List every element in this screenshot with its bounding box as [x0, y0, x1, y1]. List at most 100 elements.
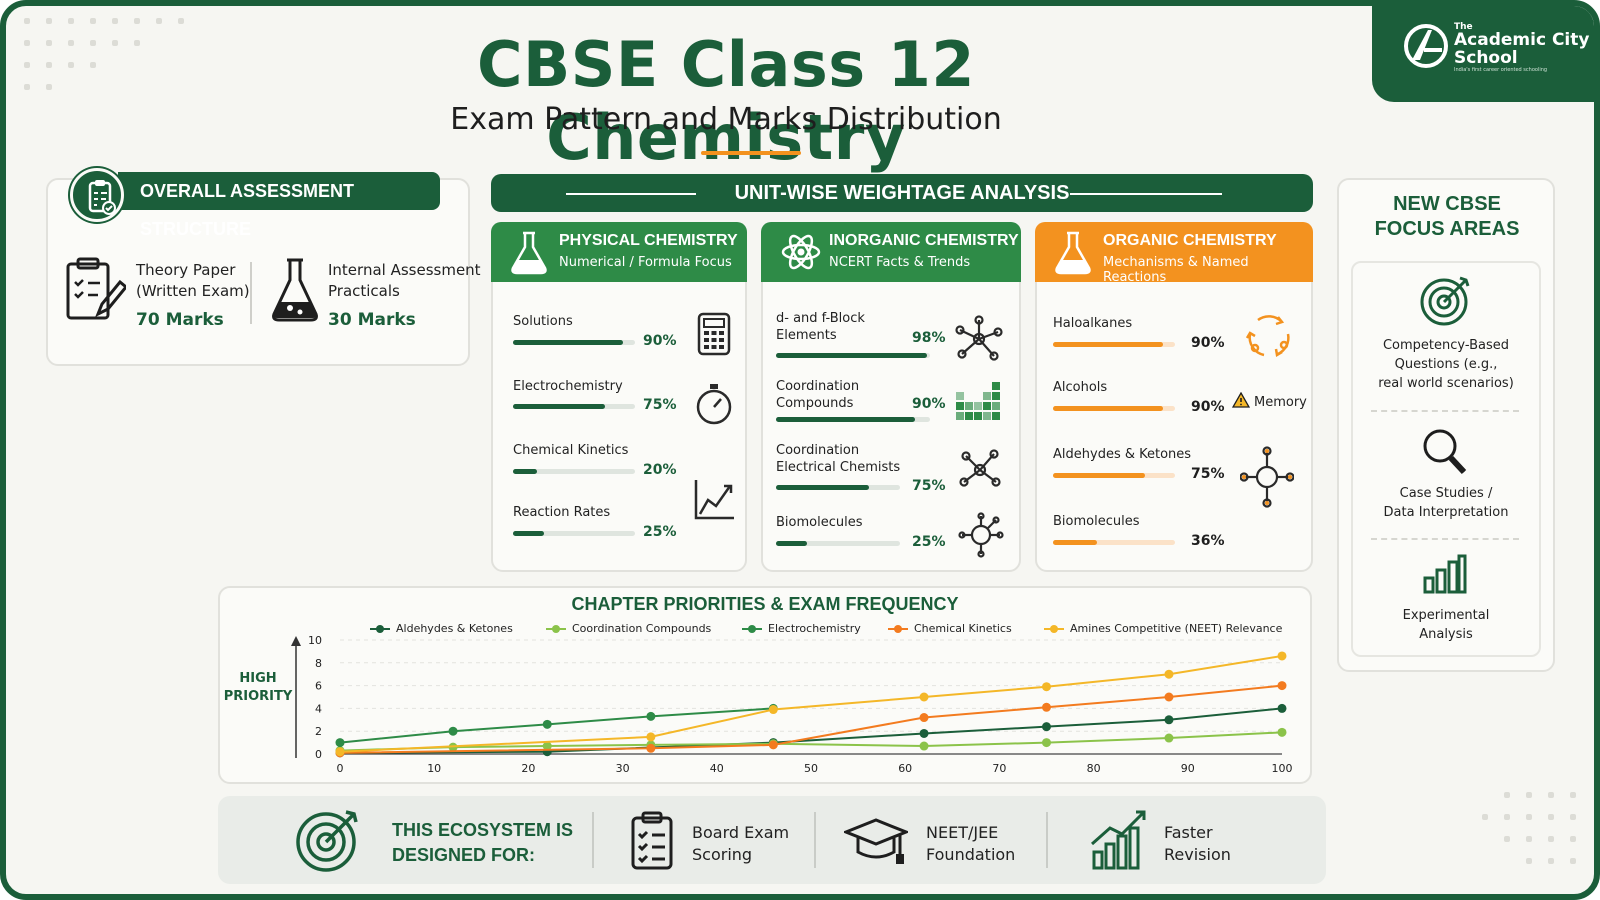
theory-paper-line2: (Written Exam) [136, 282, 250, 300]
weightage-percent: 90% [643, 333, 677, 349]
focus-experimental-label: Experimental Analysis [1351, 606, 1541, 644]
weightage-bar [1053, 473, 1175, 478]
unit-row-name: Coordination Electrical Chemists [776, 442, 900, 476]
weightage-bar [776, 485, 900, 490]
stopwatch-icon [696, 384, 732, 425]
weightage-bar-fill [1053, 473, 1145, 478]
theory-paper-label: Theory Paper (Written Exam) [136, 260, 250, 302]
page-subtitle: Exam Pattern and Marks Distribution [450, 102, 1002, 137]
unit-row-name-line1: d- and f-Block [776, 311, 865, 326]
chart-data-point [1277, 651, 1287, 661]
internal-assessment-line1: Internal Assessment [328, 261, 481, 279]
target-icon [296, 810, 358, 872]
unit-row-name: Alcohols [1053, 380, 1108, 395]
weightage-bar [513, 469, 635, 474]
unit-row-name-line2: Compounds [776, 396, 854, 411]
weightage-bar-fill [513, 531, 544, 536]
unit-row-name: Chemical Kinetics [513, 443, 629, 458]
assessment-divider [250, 262, 252, 324]
chart-x-tick-label: 70 [992, 762, 1006, 775]
physical-chemistry-header: PHYSICAL CHEMISTRY Numerical / Formula F… [491, 222, 747, 282]
organic-chemistry-header: ORGANIC CHEMISTRY Mechanisms & Named Rea… [1035, 222, 1313, 285]
legend-swatch [1044, 625, 1064, 633]
clipboard-check-icon [70, 168, 124, 222]
molecule-icon [958, 512, 1004, 558]
title-underline [701, 151, 801, 155]
weightage-percent: 20% [643, 462, 677, 478]
unit-row-name: Coordination Compounds [776, 378, 859, 412]
physical-chemistry-subtitle: Numerical / Formula Focus [559, 255, 732, 270]
warning-icon [1232, 392, 1250, 408]
legend-item: Coordination Compounds [546, 622, 711, 635]
focus-competency-line1: Competency-Based [1382, 338, 1510, 353]
magnifier-icon [1423, 429, 1467, 475]
weightage-bar-fill [776, 353, 927, 358]
weightage-bar [776, 417, 930, 422]
decorative-dots-top-left [24, 18, 194, 98]
weightage-bar-fill [513, 340, 623, 345]
ecosystem-faster-revision-line1: Faster [1164, 823, 1213, 842]
growth-chart-icon [1091, 810, 1146, 870]
logo-name: Academic City [1454, 30, 1590, 50]
chart-series-line [339, 707, 774, 744]
chart-x-tick-label: 60 [898, 762, 912, 775]
weightage-bar-fill [776, 417, 915, 422]
chart-x-tick-label: 40 [710, 762, 724, 775]
inorganic-chemistry-subtitle: NCERT Facts & Trends [829, 255, 971, 270]
weightage-bar-fill [776, 485, 869, 490]
legend-swatch [546, 625, 566, 633]
atom-icon [781, 234, 821, 270]
chart-y-label-line1: HIGH [239, 671, 277, 686]
weightage-percent: 90% [1191, 399, 1225, 415]
chart-x-tick-label: 20 [521, 762, 535, 775]
logo-line1: The [1454, 22, 1473, 32]
school-logo-icon [1404, 24, 1448, 68]
focus-competency-line3: real world scenarios) [1378, 376, 1514, 391]
chart-data-point [1042, 738, 1051, 748]
weightage-bar-fill [1053, 540, 1097, 545]
chart-x-tick-label: 0 [337, 762, 344, 775]
chart-data-point [768, 705, 778, 715]
chart-y-tick-label: 8 [315, 657, 322, 670]
internal-assessment-line2: Practicals [328, 282, 400, 300]
inorganic-chemistry-title: INORGANIC CHEMISTRY [829, 232, 1019, 249]
ecosystem-board-exam-label: Board Exam Scoring [692, 822, 789, 866]
ecosystem-neet-jee-line1: NEET/JEE [926, 823, 999, 842]
chart-data-point [646, 732, 656, 742]
chart-series-line [339, 731, 1283, 752]
chart-data-point [1042, 702, 1051, 712]
unit-row-name: Biomolecules [1053, 514, 1140, 529]
chart-data-point [919, 713, 929, 723]
flask-icon [1055, 231, 1091, 275]
ecosystem-separator [814, 812, 816, 868]
chart-data-point [542, 719, 552, 729]
weightage-bar-fill [513, 404, 605, 409]
target-icon [1420, 276, 1470, 326]
page-title: CBSE Class 12 Chemistry [476, 28, 976, 174]
weightage-percent: 75% [1191, 466, 1225, 482]
school-logo: The Academic City School India's first ca… [1372, 6, 1594, 102]
focus-case-studies-line2: Data Interpretation [1383, 505, 1509, 520]
chart-data-point [919, 692, 929, 702]
legend-swatch [370, 625, 390, 633]
unit-row-name: Aldehydes & Ketones [1053, 447, 1192, 462]
unit-row-name-line1: Coordination [776, 379, 860, 394]
focus-experimental-line1: Experimental [1402, 608, 1490, 623]
ecosystem-board-exam-line2: Scoring [692, 845, 753, 864]
legend-swatch [742, 625, 762, 633]
periodic-table-icon [956, 382, 1000, 420]
weightage-percent: 90% [912, 396, 946, 412]
chart-data-point [1277, 727, 1287, 737]
unit-row-name: Solutions [513, 314, 573, 329]
graph-icon [694, 480, 734, 520]
chart-data-point [448, 726, 458, 736]
calculator-icon [697, 312, 731, 356]
weightage-bar [1053, 406, 1175, 411]
chart-data-point [919, 741, 929, 751]
legend-swatch [888, 625, 908, 633]
chart-data-point [1277, 703, 1287, 713]
molecule-icon [1240, 446, 1294, 508]
graduation-cap-icon [844, 818, 908, 864]
ecosystem-neet-jee-label: NEET/JEE Foundation [926, 822, 1015, 866]
weightage-percent: 75% [643, 397, 677, 413]
